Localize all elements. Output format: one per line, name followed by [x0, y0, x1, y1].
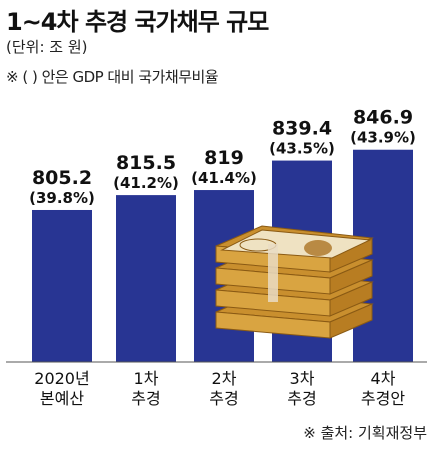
- category-label-2-1: 추경: [209, 389, 238, 408]
- ratio-label-0: (39.8%): [29, 189, 95, 207]
- chart-title: 1~4차 추경 국가채무 규모: [6, 8, 269, 36]
- banknote-bundle-end-2: [329, 259, 373, 295]
- category-label-4-0: 4차: [371, 369, 396, 388]
- ratio-label-3: (43.5%): [269, 140, 335, 158]
- bar-1: [116, 195, 176, 362]
- value-label-0: 805.2: [32, 167, 92, 189]
- banknote-bundle-end-1: [329, 281, 373, 317]
- unit-label: (단위: 조 원): [6, 38, 88, 56]
- ratio-label-1: (41.2%): [113, 174, 179, 192]
- value-label-1: 815.5: [116, 152, 176, 174]
- category-label-1-0: 1차: [134, 369, 159, 388]
- category-label-4-1: 추경안: [361, 389, 405, 408]
- banknote-portrait: [304, 240, 332, 256]
- banknote-band: [268, 244, 278, 302]
- category-label-1-1: 추경: [131, 389, 160, 408]
- ratio-note: ※ ( ) 안은 GDP 대비 국가채무비율: [6, 68, 219, 86]
- labels-group: 805.2(39.8%)2020년본예산815.5(41.2%)1차추경819(…: [29, 107, 416, 408]
- category-label-0-0: 2020년: [34, 369, 89, 388]
- banknote-bundle-end-0: [329, 303, 373, 339]
- bar-0: [32, 209, 92, 362]
- value-label-3: 839.4: [272, 118, 332, 140]
- value-label-2: 819: [204, 147, 244, 169]
- ratio-label-2: (41.4%): [191, 169, 257, 187]
- source-note: ※ 출처: 기획재정부: [303, 424, 427, 442]
- value-label-4: 846.9: [353, 107, 413, 129]
- ratio-label-4: (43.9%): [350, 129, 416, 147]
- category-label-3-0: 3차: [290, 369, 315, 388]
- category-label-0-1: 본예산: [40, 389, 84, 408]
- category-label-2-0: 2차: [212, 369, 237, 388]
- money-stack-illustration: [215, 225, 374, 339]
- category-label-3-1: 추경: [287, 389, 316, 408]
